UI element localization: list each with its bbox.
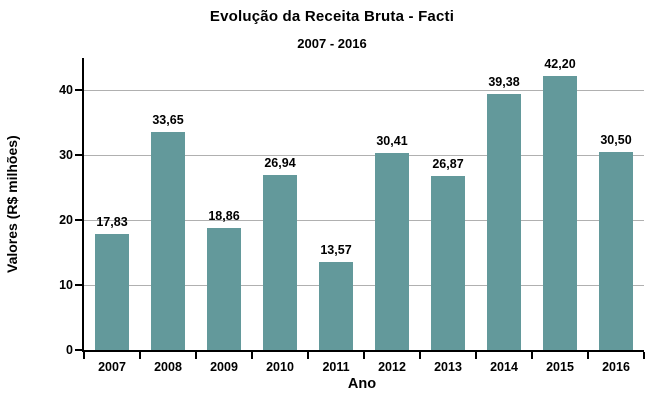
x-tick-label: 2012: [378, 360, 406, 374]
x-tick-label: 2010: [266, 360, 294, 374]
bar: [431, 175, 465, 350]
x-tick: [139, 352, 141, 359]
y-tick-label: 20: [59, 213, 73, 228]
bar: [375, 152, 409, 350]
y-tick: [75, 219, 82, 222]
x-tick: [587, 352, 589, 359]
bar-slot: 13,57 2011: [308, 58, 364, 374]
x-tick: [531, 352, 533, 359]
bar: [95, 234, 129, 350]
bar-value-label: 39,38: [488, 75, 520, 90]
bar-slot: 42,20 2015: [532, 57, 588, 374]
bar-slot: 39,38 2014: [476, 58, 532, 374]
chart-subtitle: 2007 - 2016: [297, 36, 367, 51]
x-tick-label: 2013: [434, 360, 462, 374]
gridline: [84, 285, 644, 287]
bar-slot: 26,94 2010: [252, 58, 308, 374]
bar-slot: 18,86 2009: [196, 58, 252, 374]
bar: [207, 227, 241, 350]
x-tick-label: 2014: [490, 360, 518, 374]
gridline: [84, 90, 644, 92]
x-tick-label: 2011: [322, 360, 350, 374]
bar-value-label: 13,57: [320, 242, 352, 257]
gridline: [84, 220, 644, 222]
bar-slot: 17,83 2007: [84, 58, 140, 374]
y-tick: [75, 89, 82, 92]
x-tick-label: 2016: [602, 360, 630, 374]
bar: [319, 261, 353, 350]
bar: [151, 131, 185, 350]
y-tick-label: 10: [59, 278, 73, 293]
x-tick: [363, 352, 365, 359]
bar-value-label: 17,83: [96, 215, 128, 230]
bar-value-label: 18,86: [208, 208, 240, 223]
bar: [543, 76, 577, 350]
x-tick-label: 2008: [154, 360, 182, 374]
y-tick: [75, 154, 82, 157]
x-tick-label: 2015: [546, 360, 574, 374]
chart-title: Evolução da Receita Bruta - Facti: [209, 8, 455, 25]
bar-value-label: 26,94: [264, 156, 296, 171]
bar-slot: 30,50 2016: [588, 58, 644, 374]
gridline: [84, 155, 644, 157]
bar-value-label: 33,65: [152, 112, 184, 127]
x-tick: [251, 352, 253, 359]
bar-value-label: 42,20: [544, 57, 576, 72]
x-tick: [475, 352, 477, 359]
x-axis-label: Ano: [347, 376, 377, 392]
bar-slot: 26,87 2013: [420, 58, 476, 374]
y-tick-label: 30: [59, 148, 73, 163]
y-tick: [75, 349, 82, 351]
x-tick: [419, 352, 421, 359]
x-tick: [307, 352, 309, 359]
y-axis-label: Valores (R$ milhões): [4, 135, 20, 273]
x-tick: [195, 352, 197, 359]
bar-value-label: 30,41: [376, 133, 408, 148]
x-tick: [643, 352, 645, 359]
x-tick: [83, 352, 85, 359]
x-tick-label: 2007: [98, 360, 126, 374]
y-tick: [75, 284, 82, 287]
bar-value-label: 26,87: [432, 156, 464, 171]
bar: [487, 94, 521, 350]
bar-value-label: 30,50: [600, 133, 632, 148]
x-tick-label: 2009: [210, 360, 238, 374]
y-tick-label: 0: [66, 343, 73, 357]
bar: [263, 175, 297, 350]
plot-area: 0 10 20 30 40 17,83 2007 33,65 2008 18,86 2009 26,9…: [59, 57, 645, 374]
bar-slot: 30,41 2012: [364, 58, 420, 374]
bar: [599, 152, 633, 350]
y-tick-label: 40: [59, 83, 73, 98]
bar-slot: 33,65 2008: [140, 58, 196, 374]
